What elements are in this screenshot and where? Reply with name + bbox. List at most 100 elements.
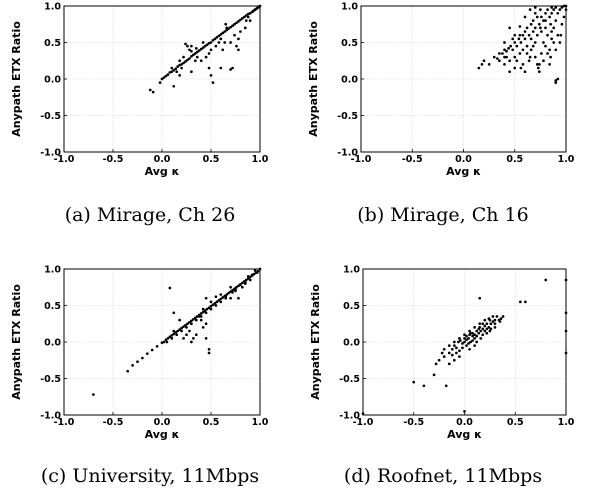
data-point: [538, 70, 541, 74]
data-point: [229, 296, 232, 300]
data-point: [190, 55, 193, 58]
data-point: [233, 33, 236, 37]
data-point: [258, 267, 262, 271]
data-point: [529, 22, 533, 26]
data-point: [503, 48, 506, 52]
data-point: [498, 52, 501, 55]
data-point: [552, 26, 556, 30]
data-point: [229, 25, 232, 29]
data-point: [170, 337, 174, 340]
data-point: [175, 70, 179, 74]
data-point: [197, 49, 201, 52]
data-point: [166, 73, 170, 76]
x-tick-label: 0.0: [455, 154, 472, 165]
data-point: [166, 337, 170, 340]
data-point: [182, 337, 185, 340]
data-point: [467, 342, 470, 345]
data-point: [225, 28, 229, 32]
data-point: [215, 36, 219, 39]
data-point: [209, 41, 213, 44]
data-point: [455, 351, 458, 355]
data-point: [211, 303, 215, 307]
data-point: [548, 63, 551, 66]
data-point: [481, 333, 485, 337]
x-tick-label: -0.5: [403, 417, 424, 428]
data-point: [162, 340, 166, 344]
data-point: [205, 43, 209, 47]
data-point: [546, 33, 549, 37]
data-point: [193, 316, 197, 320]
y-axis-label: Anypath ETX Ratio: [10, 284, 23, 400]
data-point: [544, 44, 547, 48]
data-point: [478, 322, 482, 326]
x-tick-label: -1.0: [54, 417, 75, 428]
data-point: [560, 6, 564, 9]
data-point: [469, 340, 472, 344]
data-point: [253, 269, 257, 272]
data-point: [524, 300, 527, 304]
data-point: [201, 307, 205, 311]
data-point: [170, 70, 174, 74]
data-point: [229, 285, 232, 289]
data-point: [523, 70, 527, 74]
data-point: [214, 44, 218, 48]
data-point: [213, 301, 217, 305]
data-point: [255, 6, 259, 10]
data-point: [253, 8, 257, 11]
data-point: [434, 362, 438, 366]
data-point: [193, 59, 197, 63]
data-point: [515, 44, 519, 48]
x-tick-label: 0.5: [203, 154, 220, 165]
data-point: [180, 66, 183, 70]
data-point: [540, 15, 543, 19]
data-point: [151, 90, 155, 94]
data-point: [244, 278, 248, 282]
x-axis-label: Avg κ: [447, 428, 482, 441]
data-point: [241, 285, 244, 289]
data-point: [197, 315, 201, 318]
data-point: [194, 333, 198, 337]
data-point: [560, 22, 564, 26]
data-point: [251, 9, 255, 13]
data-point: [172, 68, 176, 72]
data-point: [511, 48, 515, 52]
data-point: [199, 59, 203, 63]
data-point: [172, 332, 176, 336]
data-point: [479, 337, 483, 340]
data-point: [483, 329, 487, 333]
data-point: [450, 353, 454, 357]
data-point: [552, 8, 556, 11]
data-point: [554, 19, 558, 22]
x-axis-label: Avg κ: [145, 165, 180, 178]
data-point: [550, 30, 554, 33]
y-tick-label: 1.0: [341, 2, 358, 13]
data-point: [564, 329, 568, 333]
data-point: [491, 320, 495, 323]
data-point: [168, 335, 172, 339]
data-point: [164, 74, 168, 78]
caption-b: (b) Mirage, Ch 16: [357, 204, 529, 226]
data-point: [479, 329, 483, 333]
data-point: [442, 347, 446, 351]
data-point: [188, 329, 191, 333]
data-point: [178, 328, 181, 331]
data-point: [237, 19, 240, 23]
data-point: [257, 5, 261, 9]
data-point: [227, 291, 230, 295]
data-point: [412, 380, 416, 384]
data-point: [564, 311, 568, 315]
data-point: [499, 317, 503, 320]
data-point: [463, 337, 466, 340]
data-point: [461, 346, 464, 350]
data-point: [188, 57, 191, 60]
data-point: [224, 22, 228, 26]
x-axis-label: Avg κ: [446, 165, 481, 178]
data-point: [513, 55, 517, 59]
data-point: [549, 22, 552, 26]
data-point: [540, 30, 543, 33]
data-point: [513, 66, 517, 70]
data-point: [203, 44, 207, 48]
data-point: [550, 37, 554, 41]
x-tick-label: -1.0: [351, 154, 372, 165]
data-point: [170, 66, 174, 70]
